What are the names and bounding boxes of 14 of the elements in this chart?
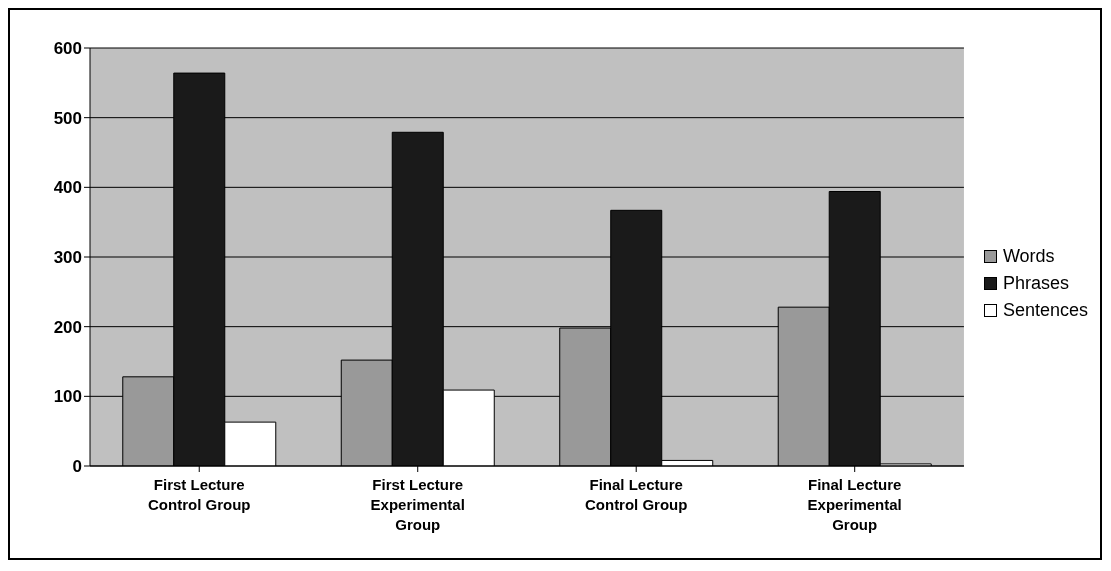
x-tick-label: First Lecture Control Group (148, 476, 251, 513)
y-tick-label: 500 (53, 108, 82, 128)
legend-label: Words (1002, 245, 1055, 267)
y-tick-label: 400 (53, 178, 82, 198)
legend-label: Sentences (1002, 299, 1088, 321)
x-tick-label: First Lecture Experimental Group (370, 476, 465, 533)
y-tick-label: 200 (53, 317, 82, 337)
x-tick-label: Final Lecture Experimental Group (807, 476, 902, 533)
y-tick-label: 300 (53, 248, 82, 268)
legend-label: Phrases (1002, 272, 1069, 294)
x-tick-label: Final Lecture Control Group (584, 476, 688, 513)
y-tick-label: 600 (53, 39, 82, 59)
y-tick-label: 100 (53, 387, 82, 407)
y-tick-label: 0 (72, 457, 82, 477)
